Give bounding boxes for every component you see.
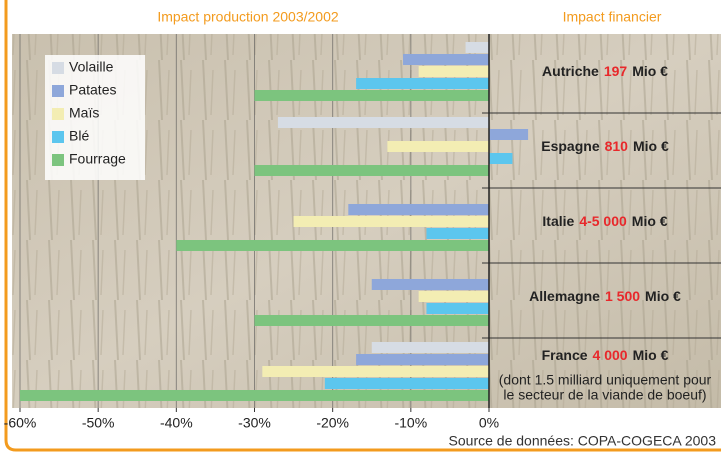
country: Autriche	[542, 63, 599, 79]
impact-unit: Mio €	[633, 347, 669, 363]
impact-amount: 4 000	[593, 347, 628, 363]
bar	[348, 204, 489, 215]
legend-swatch	[52, 62, 64, 74]
legend-label: Maïs	[69, 105, 99, 121]
bar	[403, 54, 489, 65]
bar	[387, 141, 489, 152]
country: Allemagne	[529, 288, 600, 304]
bar	[419, 66, 489, 77]
legend-label: Patates	[69, 82, 116, 98]
x-tick-label: -60%	[4, 415, 37, 431]
x-tick-label: -30%	[238, 415, 271, 431]
x-tick-label: -40%	[160, 415, 193, 431]
note: le secteur de la viande de boeuf)	[503, 387, 706, 403]
bar	[176, 240, 489, 251]
x-tick-label: -10%	[394, 415, 427, 431]
impact-unit: Mio €	[633, 138, 669, 154]
right-title: Impact financier	[563, 9, 662, 25]
country: Espagne	[541, 138, 600, 154]
impact-unit: Mio €	[632, 213, 668, 229]
legend-label: Fourrage	[69, 151, 126, 167]
chart-title: Impact production 2003/2002	[157, 9, 339, 25]
bar	[255, 90, 490, 101]
legend-swatch	[52, 154, 64, 166]
legend-swatch	[52, 131, 64, 143]
legend-label: Volaille	[69, 59, 114, 75]
bar	[426, 228, 489, 239]
bar	[419, 291, 489, 302]
impact-label: Allemagne 1 500 Mio €	[529, 288, 681, 304]
bar	[489, 129, 528, 140]
bar	[489, 153, 512, 164]
bar	[372, 279, 489, 290]
impact-label: Italie 4-5 000 Mio €	[542, 213, 667, 229]
legend-label: Blé	[69, 128, 89, 144]
impact-amount: 810	[605, 138, 629, 154]
bar	[325, 378, 489, 389]
note: (dont 1.5 milliard uniquement pour	[499, 372, 712, 388]
bar	[255, 165, 490, 176]
impact-amount: 1 500	[605, 288, 640, 304]
bar	[356, 78, 489, 89]
bar	[20, 390, 489, 401]
bar	[466, 42, 489, 53]
impact-unit: Mio €	[632, 63, 668, 79]
chart: Impact production 2003/2002 Impact finan…	[0, 0, 721, 453]
impact-unit: Mio €	[645, 288, 681, 304]
x-tick-label: -50%	[82, 415, 115, 431]
source: Source de données: COPA-COGECA 2003	[449, 433, 717, 449]
bar	[356, 354, 489, 365]
country: Italie	[542, 213, 574, 229]
country: France	[542, 347, 588, 363]
legend-swatch	[52, 85, 64, 97]
bar	[294, 216, 489, 227]
bar	[426, 303, 489, 314]
x-tick-label: 0%	[479, 415, 499, 431]
bar	[372, 342, 489, 353]
bar	[278, 117, 489, 128]
impact-amount: 4-5 000	[579, 213, 627, 229]
bar	[262, 366, 489, 377]
x-tick-label: -20%	[316, 415, 349, 431]
impact-amount: 197	[604, 63, 628, 79]
impact-label: France 4 000 Mio €	[542, 347, 669, 363]
legend-swatch	[52, 108, 64, 120]
bar	[255, 315, 490, 326]
